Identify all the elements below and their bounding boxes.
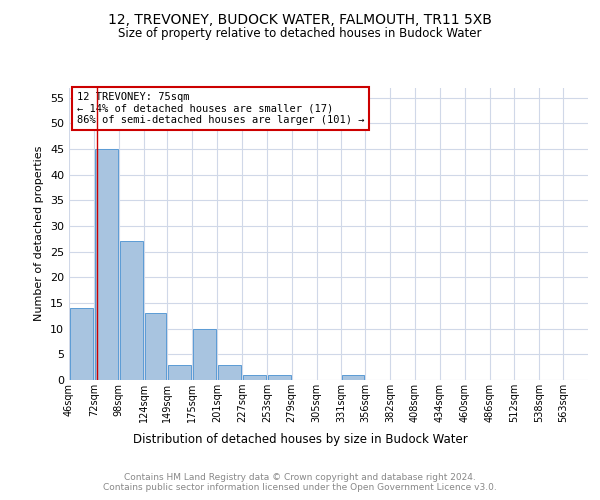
Y-axis label: Number of detached properties: Number of detached properties xyxy=(34,146,44,322)
Bar xyxy=(218,364,241,380)
Bar xyxy=(193,328,216,380)
Bar xyxy=(169,364,191,380)
Bar xyxy=(70,308,93,380)
Bar xyxy=(145,314,166,380)
Text: Size of property relative to detached houses in Budock Water: Size of property relative to detached ho… xyxy=(118,28,482,40)
Bar xyxy=(268,375,291,380)
Text: Contains HM Land Registry data © Crown copyright and database right 2024.
Contai: Contains HM Land Registry data © Crown c… xyxy=(103,472,497,492)
Text: 12, TREVONEY, BUDOCK WATER, FALMOUTH, TR11 5XB: 12, TREVONEY, BUDOCK WATER, FALMOUTH, TR… xyxy=(108,12,492,26)
Text: Distribution of detached houses by size in Budock Water: Distribution of detached houses by size … xyxy=(133,432,467,446)
Text: 12 TREVONEY: 75sqm
← 14% of detached houses are smaller (17)
86% of semi-detache: 12 TREVONEY: 75sqm ← 14% of detached hou… xyxy=(77,92,364,125)
Bar xyxy=(343,375,364,380)
Bar xyxy=(119,242,143,380)
Bar xyxy=(95,149,118,380)
Bar xyxy=(243,375,266,380)
